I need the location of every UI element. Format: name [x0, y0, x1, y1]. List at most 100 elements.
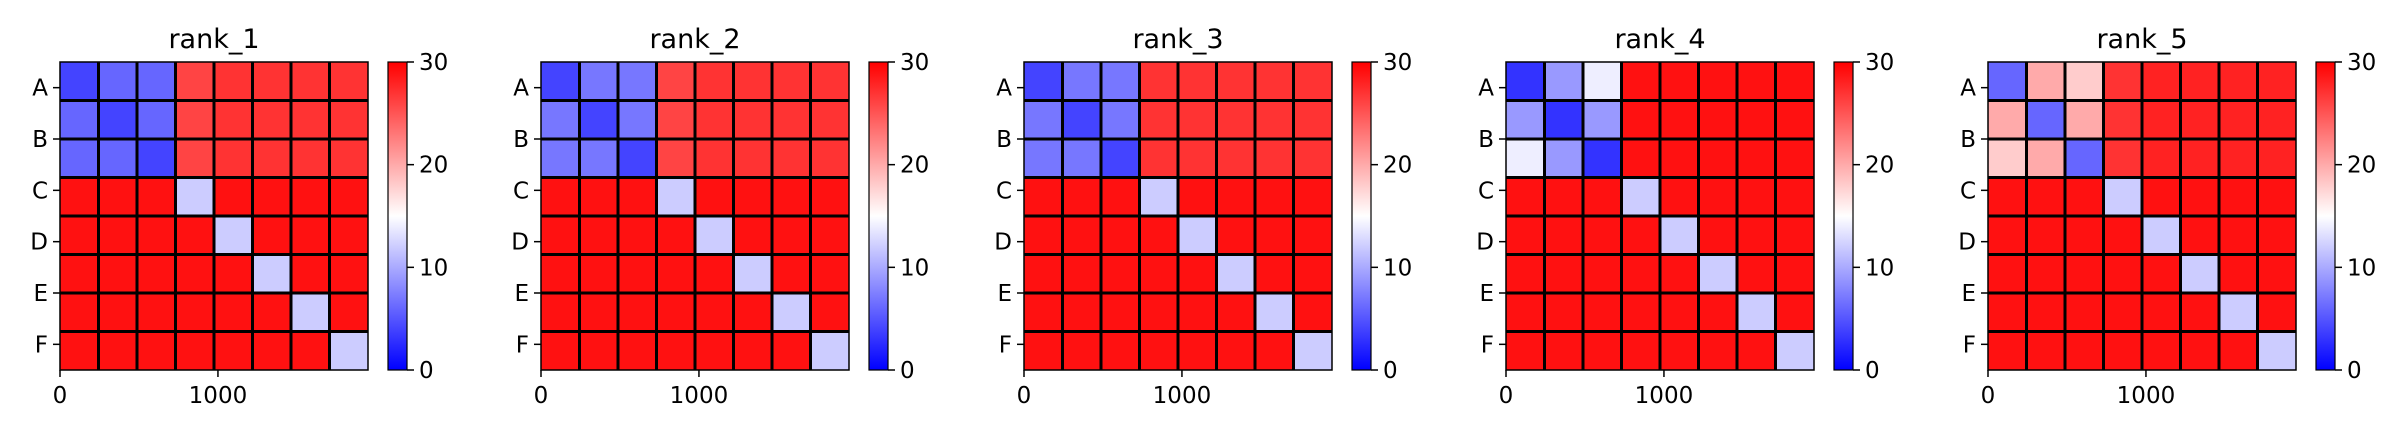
heatmap-cell	[772, 293, 811, 332]
y-tick-label: B	[1478, 127, 1494, 153]
heatmap-cell	[1737, 254, 1776, 294]
heatmap-cell	[1139, 139, 1179, 178]
heatmap-cell	[2142, 216, 2181, 255]
heatmap-cell	[579, 100, 619, 140]
heatmap-cell	[291, 177, 330, 217]
heatmap-cell	[60, 100, 99, 140]
heatmap-cell	[98, 62, 138, 101]
heatmap-cell	[1583, 293, 1622, 332]
heatmap-cell	[2180, 331, 2220, 371]
heatmap-cell	[2180, 100, 2220, 140]
heatmap-cell	[1062, 254, 1102, 294]
heatmap-cell	[618, 177, 657, 217]
heatmap-cell	[2065, 100, 2104, 140]
heatmap-cell	[1737, 139, 1776, 178]
heatmap-cell	[2257, 254, 2297, 294]
colorbar	[2315, 61, 2336, 371]
heatmap-cell	[1293, 216, 1333, 255]
heatmap-cell	[1737, 216, 1776, 255]
heatmap-cell	[1293, 100, 1333, 140]
heatmap-cell	[1506, 293, 1545, 332]
heatmap-cell	[252, 331, 292, 371]
heatmap-cell	[329, 62, 369, 101]
heatmap-cell	[733, 177, 773, 217]
y-tick-label: A	[513, 76, 529, 102]
heatmap-cell	[1988, 293, 2027, 332]
heatmap-cell	[618, 62, 657, 101]
heatmap-cell	[1988, 331, 2027, 371]
heatmap-cell	[733, 254, 773, 294]
heatmap-cell	[1544, 177, 1584, 217]
heatmap-cell	[541, 293, 580, 332]
y-tick-label: C	[996, 178, 1012, 204]
y-tick-label: C	[1960, 178, 1976, 204]
heatmap-cell	[214, 139, 253, 178]
heatmap-cell	[2026, 254, 2066, 294]
heatmap-cell	[1178, 331, 1217, 371]
heatmap-cell	[2219, 62, 2258, 101]
heatmap-cell	[1101, 100, 1140, 140]
heatmap-cell	[772, 254, 811, 294]
heatmap-cell	[618, 100, 657, 140]
y-tick-label: B	[32, 127, 48, 153]
heatmap-cell	[1024, 293, 1063, 332]
heatmap-cell	[2257, 177, 2297, 217]
heatmap-cell	[1506, 177, 1545, 217]
heatmap-cell	[541, 254, 580, 294]
heatmap-cell	[579, 139, 619, 178]
colorbar-tick-label: 20	[1865, 153, 1894, 179]
heatmap-cell	[214, 177, 253, 217]
x-tick-label: 0	[534, 383, 549, 409]
heatmap-cell	[137, 139, 176, 178]
heatmap-cell	[175, 62, 215, 101]
heatmap-cell	[1139, 216, 1179, 255]
heatmap-cell	[2026, 62, 2066, 101]
heatmap-cell	[2142, 177, 2181, 217]
heatmap-cell	[1139, 100, 1179, 140]
heatmap-cell	[1178, 216, 1217, 255]
heatmap-cell	[579, 331, 619, 371]
plot-frame	[1023, 61, 1333, 371]
heatmap-cell	[98, 293, 138, 332]
heatmap-cell	[733, 100, 773, 140]
heatmap-cell	[60, 331, 99, 371]
plot-frame	[59, 61, 369, 371]
colorbar-tick-label: 10	[2347, 255, 2376, 281]
heatmap-cell	[214, 216, 253, 255]
y-tick-label: D	[30, 230, 48, 256]
heatmap-cell	[1178, 62, 1217, 101]
heatmap-cell	[60, 293, 99, 332]
heatmap-cell	[1139, 62, 1179, 101]
heatmap-cell	[1737, 62, 1776, 101]
heatmap-cell	[1101, 293, 1140, 332]
heatmap-cell	[1506, 100, 1545, 140]
heatmap-cell	[618, 331, 657, 371]
heatmap-cell	[1216, 216, 1256, 255]
heatmap-cell	[2026, 177, 2066, 217]
heatmap-cell	[1698, 293, 1738, 332]
colorbar-tick-label: 0	[419, 358, 434, 384]
heatmap-cell	[656, 139, 696, 178]
heatmap-cell	[1775, 139, 1815, 178]
colorbar-tick-label: 30	[2347, 50, 2376, 76]
heatmap-cell	[60, 254, 99, 294]
heatmap-cell	[137, 293, 176, 332]
heatmap-cell	[2065, 216, 2104, 255]
heatmap-cell	[1506, 216, 1545, 255]
heatmap-cell	[1216, 62, 1256, 101]
heatmap-cell	[695, 331, 734, 371]
colorbar-tick-label: 30	[1383, 50, 1412, 76]
heatmap-cell	[1544, 216, 1584, 255]
heatmap-cell	[329, 216, 369, 255]
heatmap-cell	[98, 216, 138, 255]
heatmap-cell	[2103, 100, 2143, 140]
heatmap-cell	[2142, 331, 2181, 371]
y-tick-label: F	[1963, 332, 1976, 358]
heatmap-cell	[1293, 331, 1333, 371]
heatmap-cell	[1737, 100, 1776, 140]
heatmap-cell	[772, 177, 811, 217]
heatmap-cell	[810, 331, 850, 371]
heatmap-cell	[1544, 293, 1584, 332]
heatmap-cell	[1583, 100, 1622, 140]
